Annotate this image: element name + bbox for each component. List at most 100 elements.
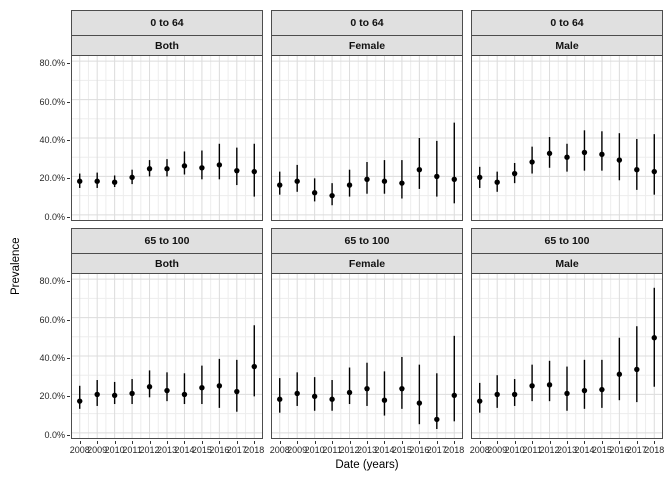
data-point: [251, 168, 257, 175]
x-tick-label: 2018: [244, 445, 265, 455]
data-point: [234, 388, 240, 395]
x-tick-mark: [401, 441, 403, 444]
facet-0to64-male: 0 to 64 Male: [471, 10, 663, 221]
x-tick-mark: [567, 441, 568, 444]
y-tick-mark: [67, 396, 70, 398]
x-tick-label: 2012: [539, 445, 560, 455]
panel-plot-area: [271, 55, 463, 221]
x-tick-mark: [114, 441, 116, 444]
y-tick-mark: [67, 63, 70, 65]
y-tick-label: 60.0%: [39, 314, 65, 325]
x-tick-label: 2009: [87, 445, 108, 455]
x-tick-label: 2011: [522, 445, 542, 455]
data-point: [581, 149, 588, 156]
x-tick-label: 2012: [339, 445, 360, 455]
x-tick-label: 2014: [174, 445, 195, 455]
facet-strip-sex: Both: [71, 253, 263, 274]
facet-strip-sex: Male: [471, 253, 663, 274]
data-point: [599, 386, 605, 393]
y-tick-mark: [67, 216, 70, 218]
data-point: [634, 167, 640, 173]
data-point: [529, 383, 535, 389]
data-point: [651, 335, 657, 341]
y-tick-mark: [67, 358, 70, 359]
data-point: [434, 173, 440, 180]
x-tick-mark: [79, 441, 81, 444]
data-point: [181, 391, 188, 398]
y-tick-label: 20.0%: [39, 391, 65, 402]
data-point: [164, 387, 170, 394]
y-tick-mark: [67, 434, 70, 436]
x-tick-mark: [384, 441, 386, 444]
x-tick-label: 2015: [591, 445, 612, 455]
data-point: [346, 182, 353, 188]
x-tick-label: 2018: [644, 445, 665, 455]
x-tick-label: 2008: [469, 445, 490, 455]
data-point: [546, 382, 553, 388]
x-tick-mark: [314, 441, 316, 444]
x-tick-mark: [532, 441, 534, 444]
data-point: [451, 392, 457, 399]
panel-plot-area: [271, 273, 463, 439]
data-point: [329, 192, 335, 199]
data-point: [494, 179, 500, 185]
x-tick-label: 2016: [609, 445, 630, 455]
x-tick-mark: [549, 441, 551, 444]
x-tick-mark: [254, 441, 256, 444]
x-tick-label: 2010: [304, 445, 325, 455]
data-point: [164, 166, 170, 172]
x-tick-label: 2015: [191, 445, 212, 455]
data-point: [477, 398, 483, 404]
x-tick-label: 2013: [556, 445, 578, 455]
data-point: [599, 151, 605, 158]
facet-strip-age-group: 65 to 100: [71, 228, 263, 254]
data-point: [546, 150, 553, 157]
data-point: [346, 389, 353, 396]
x-tick-label: 2011: [122, 445, 142, 455]
y-tick-label: 20.0%: [39, 173, 65, 184]
data-point: [77, 178, 83, 184]
x-tick-mark: [236, 441, 238, 444]
data-point: [146, 166, 153, 172]
data-point: [416, 400, 423, 406]
y-tick-mark: [67, 178, 70, 180]
y-tick-label: 0.0%: [44, 429, 65, 440]
data-point: [434, 416, 440, 423]
x-tick-mark: [184, 441, 186, 444]
x-tick-mark: [514, 441, 516, 444]
data-point: [146, 384, 153, 390]
y-tick-label: 80.0%: [39, 58, 65, 69]
data-point: [399, 180, 405, 186]
facet-strip-age-group: 0 to 64: [271, 10, 463, 36]
data-point: [529, 159, 535, 165]
x-tick-mark: [497, 441, 499, 444]
x-tick-mark: [297, 441, 299, 444]
facet-strip-sex: Both: [71, 35, 263, 56]
data-point: [294, 390, 300, 397]
x-tick-label: 2008: [69, 445, 90, 455]
y-tick-label: 40.0%: [39, 353, 65, 363]
x-tick-mark: [601, 441, 603, 444]
x-tick-label: 2011: [322, 445, 342, 455]
x-tick-mark: [419, 441, 421, 444]
x-tick-mark: [636, 441, 638, 444]
x-tick-label: 2013: [356, 445, 378, 455]
x-tick-mark: [132, 441, 134, 444]
x-tick-mark: [97, 441, 99, 444]
facet-0to64-female: 0 to 64 Female: [271, 10, 463, 221]
data-point: [381, 397, 388, 403]
data-point: [364, 385, 370, 392]
facet-strip-age-group: 0 to 64: [71, 10, 263, 36]
panel-plot-area: [71, 55, 263, 221]
data-point: [616, 371, 623, 377]
x-tick-label: 2013: [156, 445, 178, 455]
data-point: [111, 179, 118, 185]
data-point: [294, 178, 300, 184]
facet-65to100-female: 65 to 100 Female: [271, 228, 463, 439]
data-point: [581, 387, 588, 394]
data-point: [364, 176, 370, 183]
facet-65to100-male: 65 to 100 Male: [471, 228, 663, 439]
x-tick-mark: [367, 441, 368, 444]
data-point: [199, 165, 205, 171]
